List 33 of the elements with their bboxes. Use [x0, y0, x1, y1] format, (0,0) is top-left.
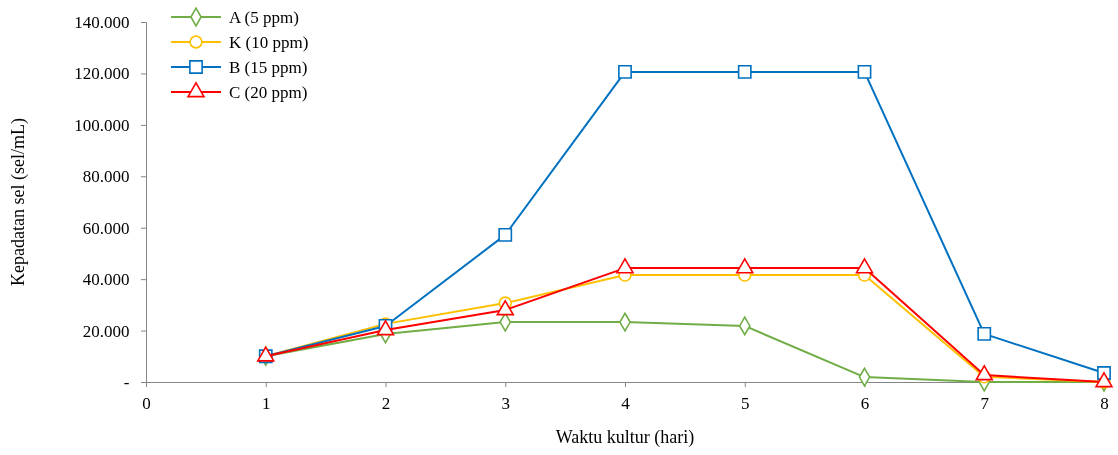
x-tick-label: 4	[621, 393, 631, 413]
y-tick-label: 80.000	[82, 167, 130, 187]
x-tick-label: 3	[501, 393, 510, 413]
y-tick-label: 60.000	[82, 218, 130, 238]
x-tick-label: 5	[741, 393, 750, 413]
x-tick-label: 6	[860, 393, 870, 413]
point	[498, 227, 513, 242]
x-tick-label: 8	[1100, 393, 1109, 413]
legend-label: B (15 ppm)	[229, 58, 308, 77]
y-axis-title: Kepadatan sel (sel/mL)	[8, 118, 29, 286]
point	[855, 258, 874, 274]
point	[737, 64, 752, 79]
point	[616, 258, 634, 274]
point	[496, 300, 515, 316]
x-axis-title: Waktu kultur (hari)	[555, 427, 695, 448]
legend-label: C (20 ppm)	[229, 83, 308, 102]
y-tick-label: -	[123, 372, 130, 392]
x-tick-label: 7	[980, 393, 990, 413]
legend-label: A (5 ppm)	[229, 8, 299, 27]
x-tick-label: 1	[262, 393, 271, 413]
point	[975, 365, 994, 381]
y-tick-label: 140.000	[74, 12, 130, 32]
y-tick-label: 120.000	[74, 64, 130, 84]
y-tick-label: 100.000	[74, 115, 130, 135]
y-tick-label: 20.000	[82, 321, 130, 341]
point	[618, 64, 632, 79]
point	[735, 258, 754, 274]
x-tick-label: 0	[142, 393, 151, 413]
y-tick-label: 40.000	[82, 270, 130, 290]
legend-label: K (10 ppm)	[229, 33, 309, 52]
point	[857, 64, 872, 79]
x-tick-label: 2	[381, 393, 391, 413]
point	[977, 326, 992, 341]
